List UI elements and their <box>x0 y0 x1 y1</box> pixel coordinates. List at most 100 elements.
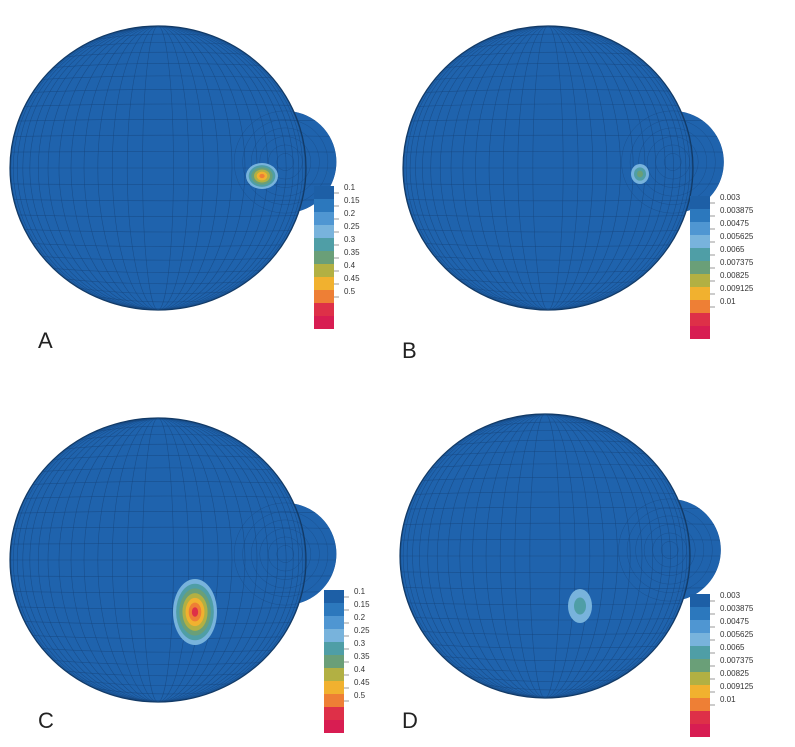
mesh-line <box>13 526 337 529</box>
mesh-line <box>408 602 721 605</box>
colorbar-label: 0.00475 <box>720 617 749 626</box>
colorbar-band <box>690 326 710 339</box>
panel-label: D <box>402 708 418 733</box>
colorbar-label: 0.45 <box>344 274 360 283</box>
mesh-line <box>259 528 312 580</box>
colorbar-label: 0.01 <box>720 297 736 306</box>
colorbar-band <box>690 711 710 724</box>
colorbar-band <box>690 196 710 209</box>
mesh-line <box>18 119 337 122</box>
colorbar-band <box>324 642 344 655</box>
colorbar-band <box>690 313 710 326</box>
mesh-line <box>406 134 724 137</box>
mesh-line <box>24 495 332 499</box>
colorbar-label: 0.005625 <box>720 232 754 241</box>
colorbar-band <box>324 668 344 681</box>
colorbar-label: 0.1 <box>344 183 356 192</box>
colorbar-label: 0.0065 <box>720 245 745 254</box>
mesh-line <box>638 127 708 197</box>
mesh-line <box>233 502 337 606</box>
colorbar-label: 0.009125 <box>720 682 754 691</box>
colorbar-label: 0.007375 <box>720 258 754 267</box>
colorbar-label: 0.2 <box>344 209 356 218</box>
colorbar-band <box>314 251 334 264</box>
colorbar-band <box>314 238 334 251</box>
mesh-line <box>406 199 724 202</box>
colorbar-band <box>324 655 344 668</box>
colorbar-band <box>324 681 344 694</box>
mesh-line <box>417 229 719 233</box>
outline <box>9 25 307 311</box>
mesh-line <box>10 183 337 185</box>
mesh-line <box>18 214 337 217</box>
colorbar-label: 0.01 <box>720 695 736 704</box>
outline <box>9 417 307 703</box>
colorbar-band <box>324 603 344 616</box>
colorbar-band <box>324 590 344 603</box>
mesh-line <box>18 511 337 514</box>
outline <box>402 25 694 311</box>
colorbar-label: 0.3 <box>354 639 366 648</box>
mesh-line <box>24 229 332 233</box>
mesh-line <box>660 541 679 559</box>
colorbar-band <box>324 707 344 720</box>
colorbar-label: 0.003 <box>720 193 741 202</box>
mesh-line <box>414 617 716 621</box>
colorbar-label: 0.3 <box>344 235 356 244</box>
mesh-line <box>411 119 724 122</box>
colorbar-band <box>690 235 710 248</box>
mesh-line <box>233 110 337 214</box>
mesh-line <box>629 119 716 205</box>
mesh-line <box>417 103 719 107</box>
colorbar-band <box>314 277 334 290</box>
mesh-line <box>403 587 721 590</box>
mesh-line <box>652 532 687 568</box>
colorbar-band <box>314 264 334 277</box>
colorbar-label: 0.5 <box>354 691 366 700</box>
colorbar-band <box>690 248 710 261</box>
colorbar-label: 0.4 <box>344 261 356 270</box>
mesh-line <box>276 545 295 563</box>
colorbar-band <box>314 316 334 329</box>
colorbar-label: 0.00475 <box>720 219 749 228</box>
colorbar-band <box>690 659 710 672</box>
mesh-line <box>10 575 337 577</box>
mesh-line <box>24 621 332 625</box>
mesh-line <box>267 536 303 572</box>
colorbar-band <box>690 607 710 620</box>
mesh-line <box>400 539 721 541</box>
colorbar-label: 0.009125 <box>720 284 754 293</box>
colorbar-band <box>690 300 710 313</box>
colorbar-band <box>690 724 710 737</box>
mesh-line <box>414 491 716 495</box>
mesh-line <box>403 522 721 525</box>
mesh-line <box>10 151 337 153</box>
hotspot <box>259 173 265 179</box>
colorbar-label: 0.25 <box>354 626 370 635</box>
colorbar-band <box>690 685 710 698</box>
hotspot <box>574 597 586 615</box>
colorbar-band <box>690 633 710 646</box>
colorbar-label: 0.00825 <box>720 669 749 678</box>
mesh-line <box>400 571 721 573</box>
colorbar-band <box>314 212 334 225</box>
mesh-line <box>276 153 295 171</box>
colorbar-band <box>314 186 334 199</box>
colorbar-band <box>690 620 710 633</box>
colorbar-label: 0.00825 <box>720 271 749 280</box>
colorbar-band <box>690 274 710 287</box>
mesh-line <box>32 89 324 93</box>
mesh-line <box>13 134 337 137</box>
colorbar-band <box>690 261 710 274</box>
colorbar-label: 0.15 <box>354 600 370 609</box>
colorbar-band <box>690 698 710 711</box>
colorbar-label: 0.15 <box>344 196 360 205</box>
colorbar-label: 0.0065 <box>720 643 745 652</box>
mesh-line <box>242 511 329 597</box>
colorbar-band <box>690 209 710 222</box>
hotspot <box>191 607 199 617</box>
mesh-line <box>663 153 682 171</box>
colorbar-label: 0.25 <box>344 222 360 231</box>
mesh-line <box>646 136 699 188</box>
